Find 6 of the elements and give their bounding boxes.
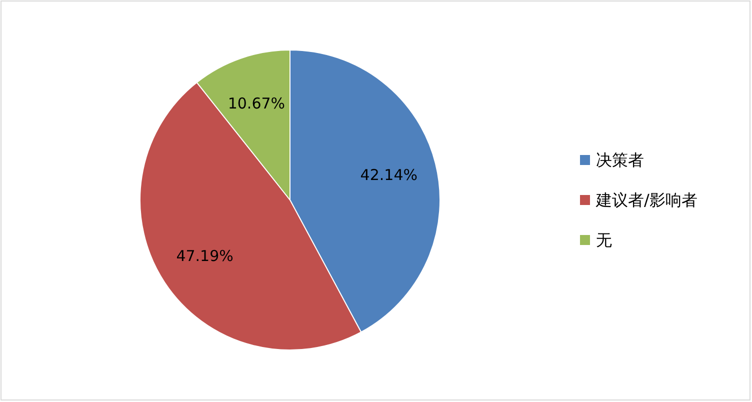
legend-label: 无 bbox=[596, 230, 612, 250]
data-label: 10.67% bbox=[228, 94, 286, 113]
legend-label: 决策者 bbox=[596, 150, 644, 170]
data-label: 47.19% bbox=[176, 247, 234, 266]
legend-label: 建议者/影响者 bbox=[595, 190, 698, 210]
data-label: 42.14% bbox=[360, 166, 418, 184]
